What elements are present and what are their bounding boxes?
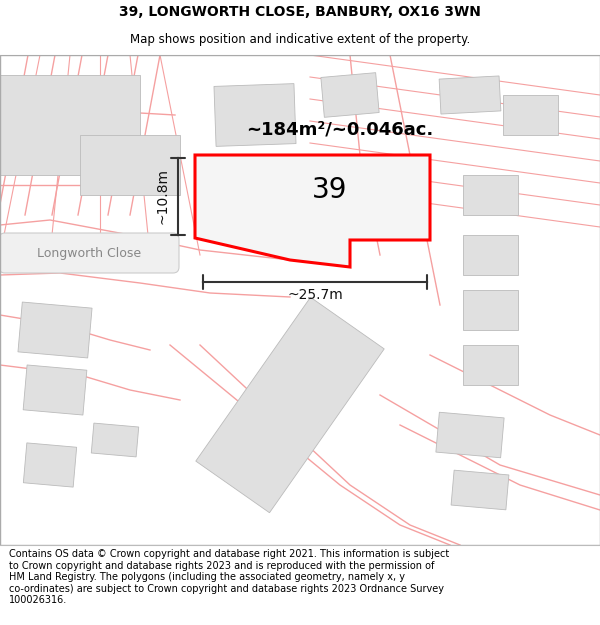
Polygon shape <box>196 298 384 512</box>
Polygon shape <box>214 84 296 146</box>
Polygon shape <box>91 423 139 457</box>
Text: ~184m²/~0.046ac.: ~184m²/~0.046ac. <box>247 121 434 139</box>
Text: Map shows position and indicative extent of the property.: Map shows position and indicative extent… <box>130 33 470 46</box>
Polygon shape <box>23 443 77 487</box>
Polygon shape <box>439 76 501 114</box>
Text: Longworth Close: Longworth Close <box>37 246 141 259</box>
Polygon shape <box>220 182 310 238</box>
Polygon shape <box>195 155 430 267</box>
Polygon shape <box>503 95 557 135</box>
Polygon shape <box>451 470 509 510</box>
Polygon shape <box>23 365 87 415</box>
Polygon shape <box>80 135 180 195</box>
Polygon shape <box>321 72 379 118</box>
Text: ~25.7m: ~25.7m <box>287 288 343 302</box>
Text: 39, LONGWORTH CLOSE, BANBURY, OX16 3WN: 39, LONGWORTH CLOSE, BANBURY, OX16 3WN <box>119 5 481 19</box>
Polygon shape <box>0 75 140 175</box>
Polygon shape <box>18 302 92 358</box>
Text: 39: 39 <box>312 176 348 204</box>
Polygon shape <box>463 290 517 330</box>
Polygon shape <box>463 345 517 385</box>
Polygon shape <box>436 412 504 458</box>
FancyBboxPatch shape <box>0 233 179 273</box>
Polygon shape <box>463 235 517 275</box>
Polygon shape <box>463 175 517 215</box>
Text: Contains OS data © Crown copyright and database right 2021. This information is : Contains OS data © Crown copyright and d… <box>9 549 449 606</box>
Text: ~10.8m: ~10.8m <box>156 169 170 224</box>
